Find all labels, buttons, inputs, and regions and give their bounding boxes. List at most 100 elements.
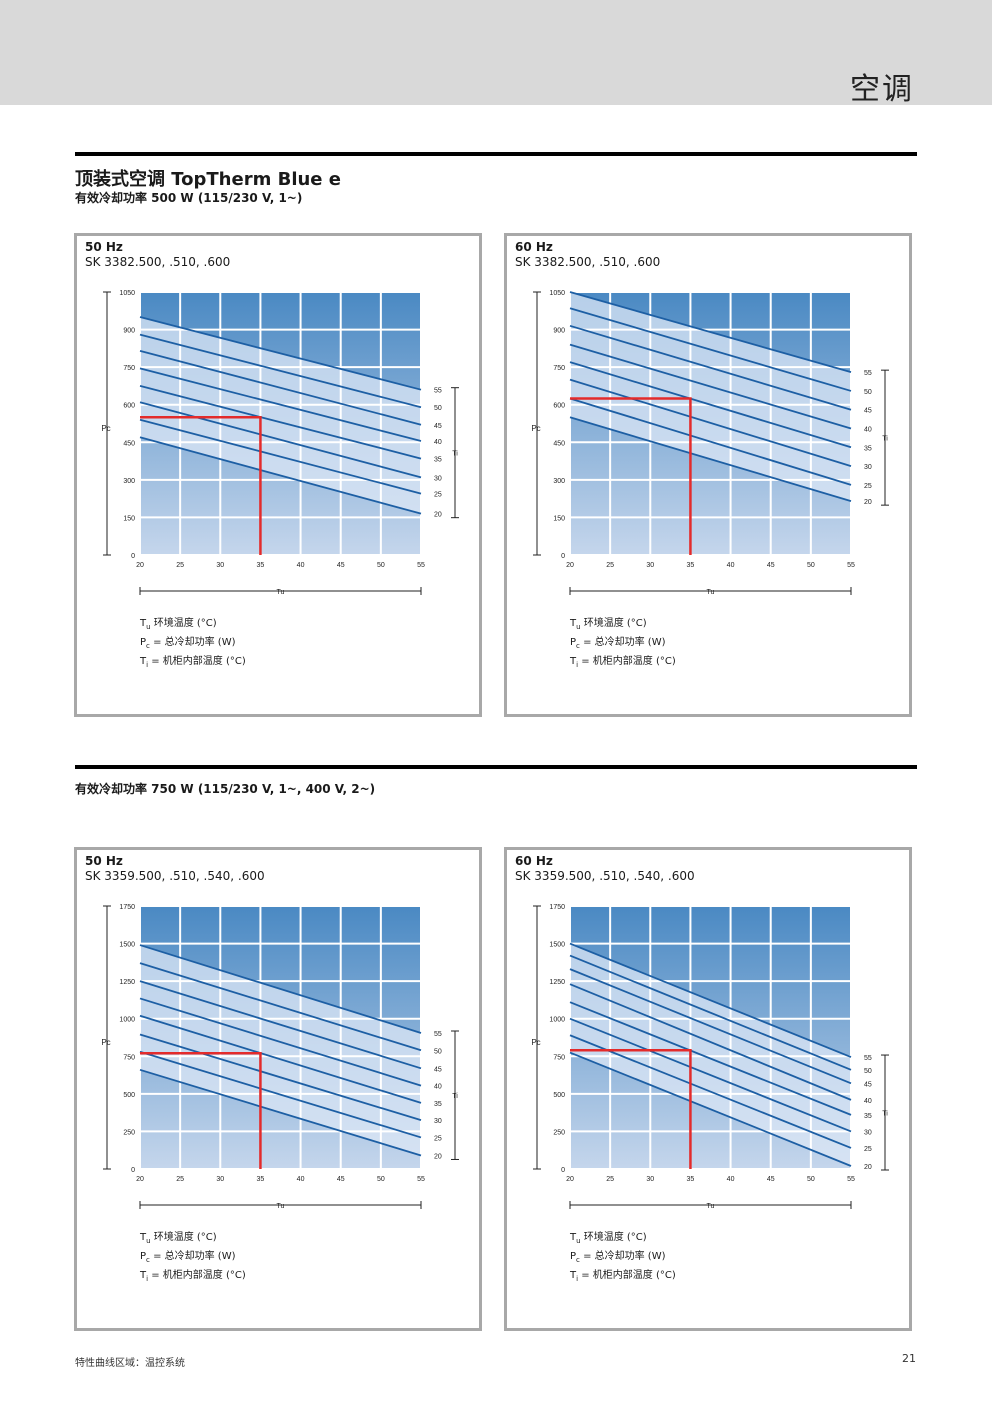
ti-tick-label: 35 bbox=[434, 1101, 442, 1108]
x-tick-label: 55 bbox=[847, 562, 855, 569]
ti-tick-label: 40 bbox=[434, 439, 442, 446]
y-tick-label: 1500 bbox=[549, 942, 565, 949]
x-tick-label: 25 bbox=[176, 1176, 184, 1183]
series-line bbox=[139, 962, 422, 1052]
ti-tick-label: 50 bbox=[434, 405, 442, 412]
x-tick-label: 50 bbox=[807, 1176, 815, 1183]
y-tick-label: 1050 bbox=[119, 290, 135, 297]
ti-tick-label: 50 bbox=[864, 389, 872, 396]
y-tick-label: 0 bbox=[561, 553, 565, 560]
ti-tick-label: 25 bbox=[864, 1146, 872, 1153]
y-tick-label: 450 bbox=[553, 440, 565, 447]
ti-tick-label: 40 bbox=[864, 427, 872, 434]
series-line bbox=[569, 1034, 852, 1149]
series-line bbox=[139, 367, 422, 442]
x-tick-label: 50 bbox=[377, 1176, 385, 1183]
x-tick-label: 55 bbox=[417, 1176, 425, 1183]
x-tick-label: 30 bbox=[216, 1176, 224, 1183]
y-tick-label: 150 bbox=[123, 515, 135, 522]
series-line bbox=[139, 997, 422, 1087]
footer-text: 特性曲线区域：温控系统 bbox=[75, 1358, 185, 1369]
series-line bbox=[569, 307, 852, 392]
y-tick-label: 250 bbox=[123, 1129, 135, 1136]
y-tick-label: 450 bbox=[123, 440, 135, 447]
chart-panel-3: 50 Hz SK 3359.500, .510, .540, .600 Pc 0 2… bbox=[74, 847, 482, 1331]
characteristic-chart: Pc 0 150 300 450 600 750 900 1050 20 25 30 35 40 45 50 5… bbox=[101, 290, 459, 596]
legend-tu: Tu 环境温度 (°C) bbox=[140, 1232, 217, 1245]
series-line bbox=[569, 324, 852, 411]
x-axis-label: Tu bbox=[277, 589, 285, 596]
y-axis-label: Pc bbox=[531, 1038, 540, 1047]
y-tick-label: 1250 bbox=[119, 979, 135, 986]
legend-ti: Ti = 机柜内部温度 (°C) bbox=[140, 1270, 246, 1283]
legend-ti: Ti = 机柜内部温度 (°C) bbox=[140, 656, 246, 669]
y-tick-label: 1750 bbox=[549, 904, 565, 911]
ti-tick-label: 30 bbox=[864, 1129, 872, 1136]
y-axis-label: Pc bbox=[101, 424, 110, 433]
series-line bbox=[139, 401, 422, 479]
y-tick-label: 750 bbox=[123, 1054, 135, 1061]
x-tick-label: 25 bbox=[176, 562, 184, 569]
x-tick-label: 25 bbox=[606, 1176, 614, 1183]
x-tick-label: 30 bbox=[646, 1176, 654, 1183]
ti-tick-label: 35 bbox=[864, 1113, 872, 1120]
x-tick-label: 20 bbox=[566, 562, 574, 569]
panel-model: SK 3359.500, .510, .540, .600 bbox=[85, 869, 265, 883]
y-axis-label: Pc bbox=[101, 1038, 110, 1047]
y-tick-label: 250 bbox=[553, 1129, 565, 1136]
series-line bbox=[139, 1033, 422, 1122]
characteristic-chart: Pc 0 250 500 750 1000 1250 1500 1750 20 25 30 35 40 45… bbox=[531, 904, 889, 1210]
panel-model: SK 3382.500, .510, .600 bbox=[515, 255, 661, 269]
x-tick-label: 35 bbox=[687, 1176, 695, 1183]
ti-tick-label: 50 bbox=[434, 1048, 442, 1055]
y-tick-label: 900 bbox=[123, 328, 135, 335]
y-tick-label: 1500 bbox=[119, 942, 135, 949]
ti-tick-label: 55 bbox=[434, 1031, 442, 1038]
series-line bbox=[569, 361, 852, 449]
chart-panel-1: 50 Hz SK 3382.500, .510, .600 Pc 0 150 300 4… bbox=[74, 233, 482, 717]
x-tick-label: 45 bbox=[767, 562, 775, 569]
legend: Tu 环境温度 (°C) Pc = 总冷却功率 (W) Ti = 机柜内部温度 … bbox=[140, 616, 246, 673]
x-tick-label: 45 bbox=[767, 1176, 775, 1183]
ti-tick-label: 45 bbox=[864, 408, 872, 415]
operating-point-marker bbox=[570, 397, 692, 555]
series-line bbox=[569, 1017, 852, 1133]
legend-ti: Ti = 机柜内部温度 (°C) bbox=[570, 1270, 676, 1283]
x-axis-label: Tu bbox=[707, 589, 715, 596]
ti-tick-label: 40 bbox=[434, 1084, 442, 1091]
series-line bbox=[569, 1051, 852, 1167]
ti-tick-label: 35 bbox=[864, 445, 872, 452]
ti-tick-label: 20 bbox=[864, 499, 872, 506]
x-tick-label: 45 bbox=[337, 1176, 345, 1183]
chart-panel-2: 60 Hz SK 3382.500, .510, .600 Pc 0 150 300 4… bbox=[504, 233, 912, 717]
ti-tick-label: 25 bbox=[434, 1135, 442, 1142]
series-line bbox=[139, 333, 422, 409]
series-line bbox=[139, 1050, 422, 1139]
ti-tick-label: 25 bbox=[864, 483, 872, 490]
x-tick-label: 35 bbox=[687, 562, 695, 569]
series-line bbox=[139, 980, 422, 1070]
x-tick-label: 45 bbox=[337, 562, 345, 569]
legend-tu: Tu 环境温度 (°C) bbox=[570, 1232, 647, 1245]
series-line bbox=[569, 291, 852, 374]
series-line bbox=[569, 1001, 852, 1116]
x-tick-label: 20 bbox=[136, 1176, 144, 1183]
ti-tick-label: 30 bbox=[864, 464, 872, 471]
ti-tick-label: 30 bbox=[434, 1118, 442, 1125]
legend-pc: Pc = 总冷却功率 (W) bbox=[570, 637, 666, 650]
panel-frequency: 60 Hz bbox=[515, 240, 553, 254]
ti-tick-label: 55 bbox=[434, 388, 442, 395]
x-axis-label: Tu bbox=[277, 1203, 285, 1210]
top-rule bbox=[75, 152, 917, 156]
y-tick-label: 0 bbox=[131, 553, 135, 560]
ti-tick-label: 45 bbox=[864, 1081, 872, 1088]
legend-tu: Tu 环境温度 (°C) bbox=[570, 618, 647, 631]
legend-pc: Pc = 总冷却功率 (W) bbox=[140, 1251, 236, 1264]
y-tick-label: 600 bbox=[553, 403, 565, 410]
subtitle-500w: 有效冷却功率 500 W (115/230 V, 1~) bbox=[75, 191, 303, 205]
legend-pc: Pc = 总冷却功率 (W) bbox=[570, 1251, 666, 1264]
operating-band bbox=[570, 943, 851, 1166]
subtitle-750w: 有效冷却功率 750 W (115/230 V, 1~, 400 V, 2~) bbox=[75, 782, 376, 796]
page-number: 21 bbox=[902, 1352, 916, 1365]
legend: Tu 环境温度 (°C) Pc = 总冷却功率 (W) Ti = 机柜内部温度 … bbox=[570, 616, 676, 673]
